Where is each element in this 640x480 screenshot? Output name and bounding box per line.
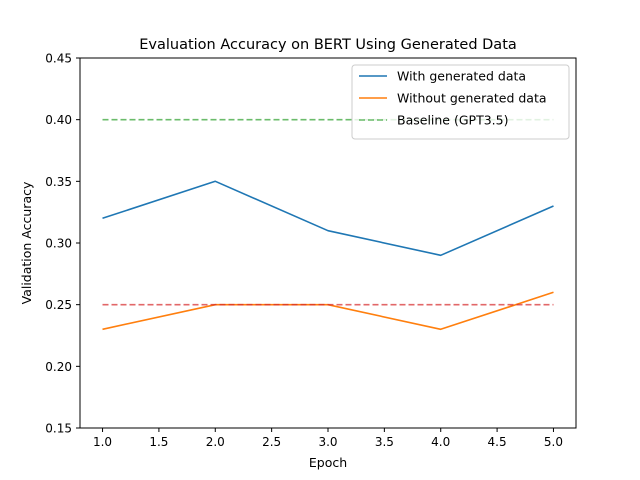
- y-tick-label: 0.25: [45, 298, 72, 312]
- x-tick-label: 1.0: [93, 435, 112, 449]
- x-tick-label: 2.5: [262, 435, 281, 449]
- chart-title: Evaluation Accuracy on BERT Using Genera…: [139, 37, 517, 53]
- y-tick-label: 0.15: [45, 422, 72, 436]
- y-tick-label: 0.40: [45, 113, 72, 127]
- y-tick-label: 0.20: [45, 360, 72, 374]
- legend-label: Baseline (GPT3.5): [397, 113, 508, 128]
- x-tick-label: 4.5: [488, 435, 507, 449]
- y-tick-label: 0.45: [45, 52, 72, 66]
- legend-box: [351, 64, 570, 140]
- x-tick-label: 3.0: [318, 435, 337, 449]
- x-tick-label: 3.5: [375, 435, 394, 449]
- y-tick-label: 0.35: [45, 175, 72, 189]
- x-axis-label: Epoch: [309, 455, 347, 470]
- legend: With generated data Without generated dat…: [351, 64, 570, 140]
- x-tick-label: 4.0: [431, 435, 450, 449]
- x-tick-label: 5.0: [544, 435, 563, 449]
- y-axis-label: Validation Accuracy: [19, 181, 34, 304]
- x-tick-label: 2.0: [206, 435, 225, 449]
- tick-layer: 1.0 1.5 2.0 2.5 3.0 3.5 4.0 4.5 5.0 0.15 0.20 0.25 0…: [45, 52, 563, 450]
- y-tick-label: 0.30: [45, 237, 72, 251]
- legend-label: Without generated data: [397, 91, 547, 106]
- legend-label: With generated data: [397, 69, 526, 84]
- plot-frame: [79, 57, 577, 429]
- series-layer: [102, 118, 554, 331]
- series-line-with-generated-data: [102, 180, 554, 257]
- x-tick-label: 1.5: [149, 435, 168, 449]
